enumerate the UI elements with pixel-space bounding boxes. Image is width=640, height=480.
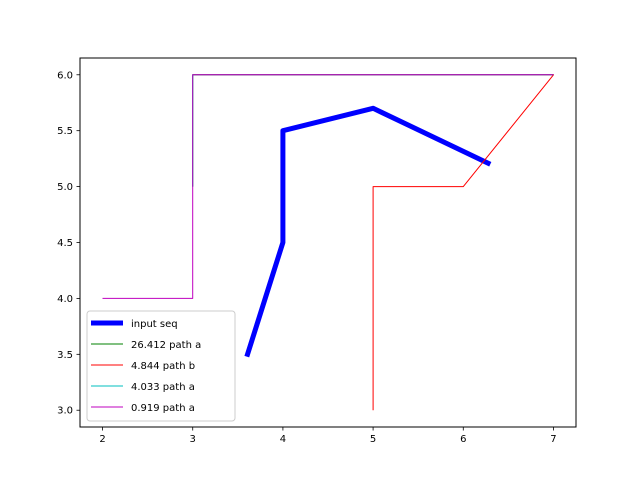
x-tick-label: 4 [280,434,286,445]
y-tick-label: 4.0 [57,294,73,305]
series-line-0 [244,105,492,358]
x-tick-label: 6 [460,434,466,445]
tick-layer: 2 3 4 5 6 7 3.0 3.5 4.0 4.5 5.0 5.5 6.0 [57,70,557,445]
y-tick-label: 3.5 [57,350,73,361]
x-tick-label: 2 [99,434,105,445]
legend-box [86,310,236,422]
series-layer [102,74,554,411]
legend-label-2: 4.844 path b [131,361,195,372]
legend-label-4: 0.919 path a [131,403,195,414]
y-tick-label: 6.0 [57,70,73,81]
legend-label-3: 4.033 path a [131,382,195,393]
x-tick-label: 5 [370,434,376,445]
legend-label-1: 26.412 path a [131,340,201,351]
y-tick-label: 4.5 [57,238,73,249]
legend-label-0: input seq [131,319,178,330]
y-tick-label: 5.5 [57,126,73,137]
x-tick-label: 3 [190,434,196,445]
y-tick-label: 3.0 [57,406,73,417]
legend: input seq 26.412 path a 4.844 path b 4.033 … [86,310,236,422]
y-tick-label: 5.0 [57,182,73,193]
x-tick-label: 7 [550,434,556,445]
series-line-4 [102,74,554,299]
